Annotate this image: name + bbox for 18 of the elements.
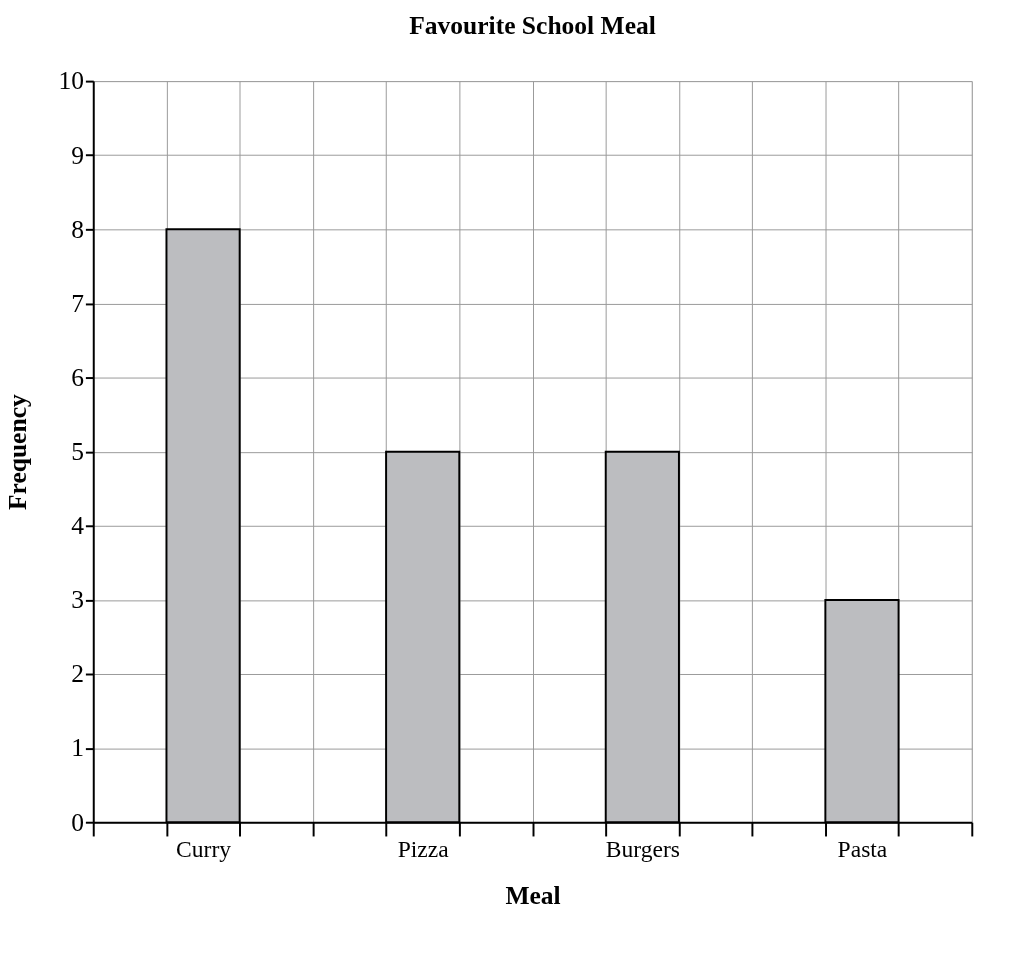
y-tick-label: 6 [71, 362, 84, 392]
chart-title: Favourite School Meal [409, 11, 656, 40]
y-tick-label: 10 [58, 66, 84, 96]
y-tick-label: 4 [71, 511, 85, 541]
y-tick-label: 7 [71, 288, 85, 318]
x-tick-label: Burgers [605, 836, 680, 863]
x-tick-label: Curry [176, 836, 232, 863]
x-axis-title: Meal [505, 881, 561, 911]
y-tick-label: 1 [71, 733, 84, 763]
y-tick-label: 3 [71, 585, 84, 615]
x-tick-label: Pizza [397, 836, 450, 863]
y-tick-label: 2 [71, 659, 84, 689]
x-tick-label: Pasta [837, 836, 888, 863]
y-axis-title: Frequency [3, 394, 33, 511]
y-tick-label: 5 [71, 437, 84, 467]
y-tick-label: 9 [71, 140, 84, 170]
y-tick-label: 0 [71, 807, 84, 837]
y-tick-label: 8 [71, 214, 84, 244]
